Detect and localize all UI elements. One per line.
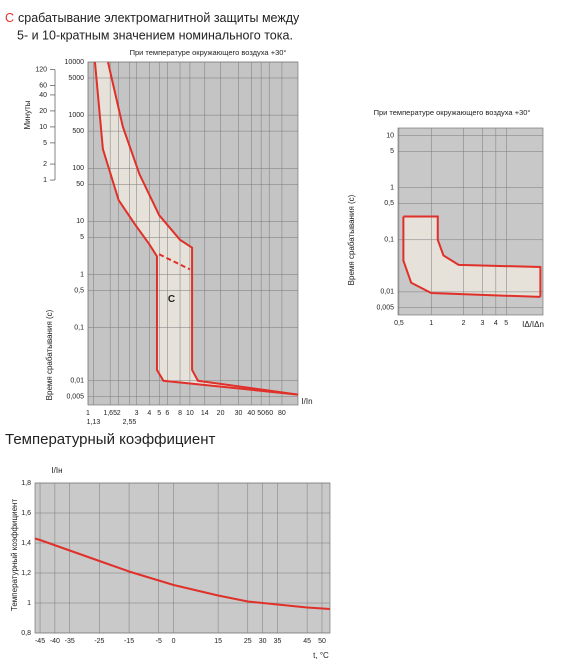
x-tick-label: 4: [494, 320, 498, 327]
x-tick-label: 5: [504, 320, 508, 327]
y-tick-label: 5000: [68, 75, 84, 82]
x-tick-label: 8: [178, 410, 182, 417]
annotation: С: [168, 294, 175, 305]
x-tick-label: 15: [214, 638, 222, 645]
x-tick-label: 6: [165, 410, 169, 417]
x-tick-label: 4: [147, 410, 151, 417]
header-line: 5- и 10-кратным значением номинального т…: [17, 28, 293, 42]
x-tick-label: 50: [257, 410, 265, 417]
y-tick-label: 0,5: [74, 287, 84, 294]
curve: [34, 537, 331, 610]
y2-tick-label: 40: [39, 92, 47, 99]
y-tick-label: 1,2: [21, 570, 31, 577]
x-tick-label: 1,13: [87, 419, 101, 426]
x-axis-label: I/In: [301, 397, 312, 406]
x-tick-label: -5: [156, 638, 162, 645]
plot-background: [34, 482, 331, 634]
x-tick-label: -15: [124, 638, 134, 645]
y2-tick-label: 1: [43, 177, 47, 184]
x-tick-label: 35: [274, 638, 282, 645]
x-tick-label: 40: [247, 410, 255, 417]
y-tick-label: 0,1: [74, 324, 84, 331]
x-tick-label: 5: [157, 410, 161, 417]
y-tick-label: 0,8: [21, 630, 31, 637]
x-axis-label: t, °C: [313, 651, 329, 660]
y-tick-label: 10: [386, 132, 394, 139]
x-tick-label: 0,5: [394, 320, 404, 327]
curve: [402, 216, 541, 298]
y-tick-label: 1000: [68, 112, 84, 119]
x-tick-label: -45: [35, 638, 45, 645]
y-tick-label: 5: [80, 234, 84, 241]
x-tick-label: -40: [50, 638, 60, 645]
x-tick-label: 2: [117, 410, 121, 417]
x-tick-label: 45: [303, 638, 311, 645]
y-tick-label: 1,6: [21, 510, 31, 517]
x-tick-label: 30: [235, 410, 243, 417]
curve: [403, 215, 542, 297]
x-tick-label: 3: [135, 410, 139, 417]
y-tick-label: 0,1: [384, 237, 394, 244]
chart-title: Температурный коэффициент: [5, 431, 216, 448]
x-tick-label: 1: [86, 410, 90, 417]
y2-tick-label: 10: [39, 124, 47, 131]
x-tick-label: 50: [318, 638, 326, 645]
curve: [93, 61, 299, 396]
curve: [106, 61, 299, 396]
y-tick-label: 0,01: [380, 289, 394, 296]
y2-tick-label: 120: [35, 66, 47, 73]
y-tick-label: 500: [72, 128, 84, 135]
y-axis-label: Время срабатывания (с): [347, 194, 356, 285]
y2-tick-label: 60: [39, 82, 47, 89]
x-tick-label: 14: [201, 410, 209, 417]
x-tick-label: 1,65: [103, 410, 117, 417]
x-tick-label: 30: [259, 638, 267, 645]
x-tick-label: 10: [186, 410, 194, 417]
subtitle: При температуре окружающего воздуха +30°: [130, 48, 287, 57]
x-tick-label: 60: [265, 410, 273, 417]
x-tick-label: 80: [278, 410, 286, 417]
subtitle: При температуре окружающего воздуха +30°: [374, 108, 531, 117]
y-tick-label: 1,8: [21, 480, 31, 487]
y-tick-label: 0,005: [66, 394, 84, 401]
x-tick-label: 0: [172, 638, 176, 645]
header-mark: С: [5, 11, 14, 25]
y-axis-label: Температурный коэффициент: [10, 499, 19, 612]
y-tick-label: 100: [72, 165, 84, 172]
x-tick-label: -35: [65, 638, 75, 645]
header-text: срабатывание электромагнитной защиты меж…: [18, 11, 300, 25]
x-tick-label: 1: [429, 320, 433, 327]
curve: [158, 253, 191, 271]
y-axis-label: Время срабатывания (с): [45, 309, 54, 400]
y-tick-label: 10: [76, 218, 84, 225]
x-tick-label: -25: [94, 638, 104, 645]
x-tick-label: 2: [462, 320, 466, 327]
y-tick-label: 0,005: [376, 304, 394, 311]
y2-tick-label: 5: [43, 140, 47, 147]
x-axis-label: IΔ/IΔn: [522, 320, 544, 329]
y-tick-label: 1,4: [21, 540, 31, 547]
y2-axis-label: Минуты: [23, 100, 32, 129]
y-unit-label: I/Iн: [51, 466, 62, 475]
y-tick-label: 5: [390, 148, 394, 155]
y2-tick-label: 2: [43, 161, 47, 168]
x-tick-label: 2,55: [123, 419, 137, 426]
x-tick-label: 20: [217, 410, 225, 417]
x-tick-label: 25: [244, 638, 252, 645]
y-tick-label: 1: [390, 185, 394, 192]
y-tick-label: 10000: [65, 59, 85, 66]
y-tick-label: 1: [80, 271, 84, 278]
y-tick-label: 1: [27, 600, 31, 607]
x-tick-label: 3: [480, 320, 484, 327]
y-tick-label: 50: [76, 181, 84, 188]
y2-tick-label: 20: [39, 108, 47, 115]
y-tick-label: 0,5: [384, 200, 394, 207]
y-tick-label: 0,01: [70, 378, 84, 385]
